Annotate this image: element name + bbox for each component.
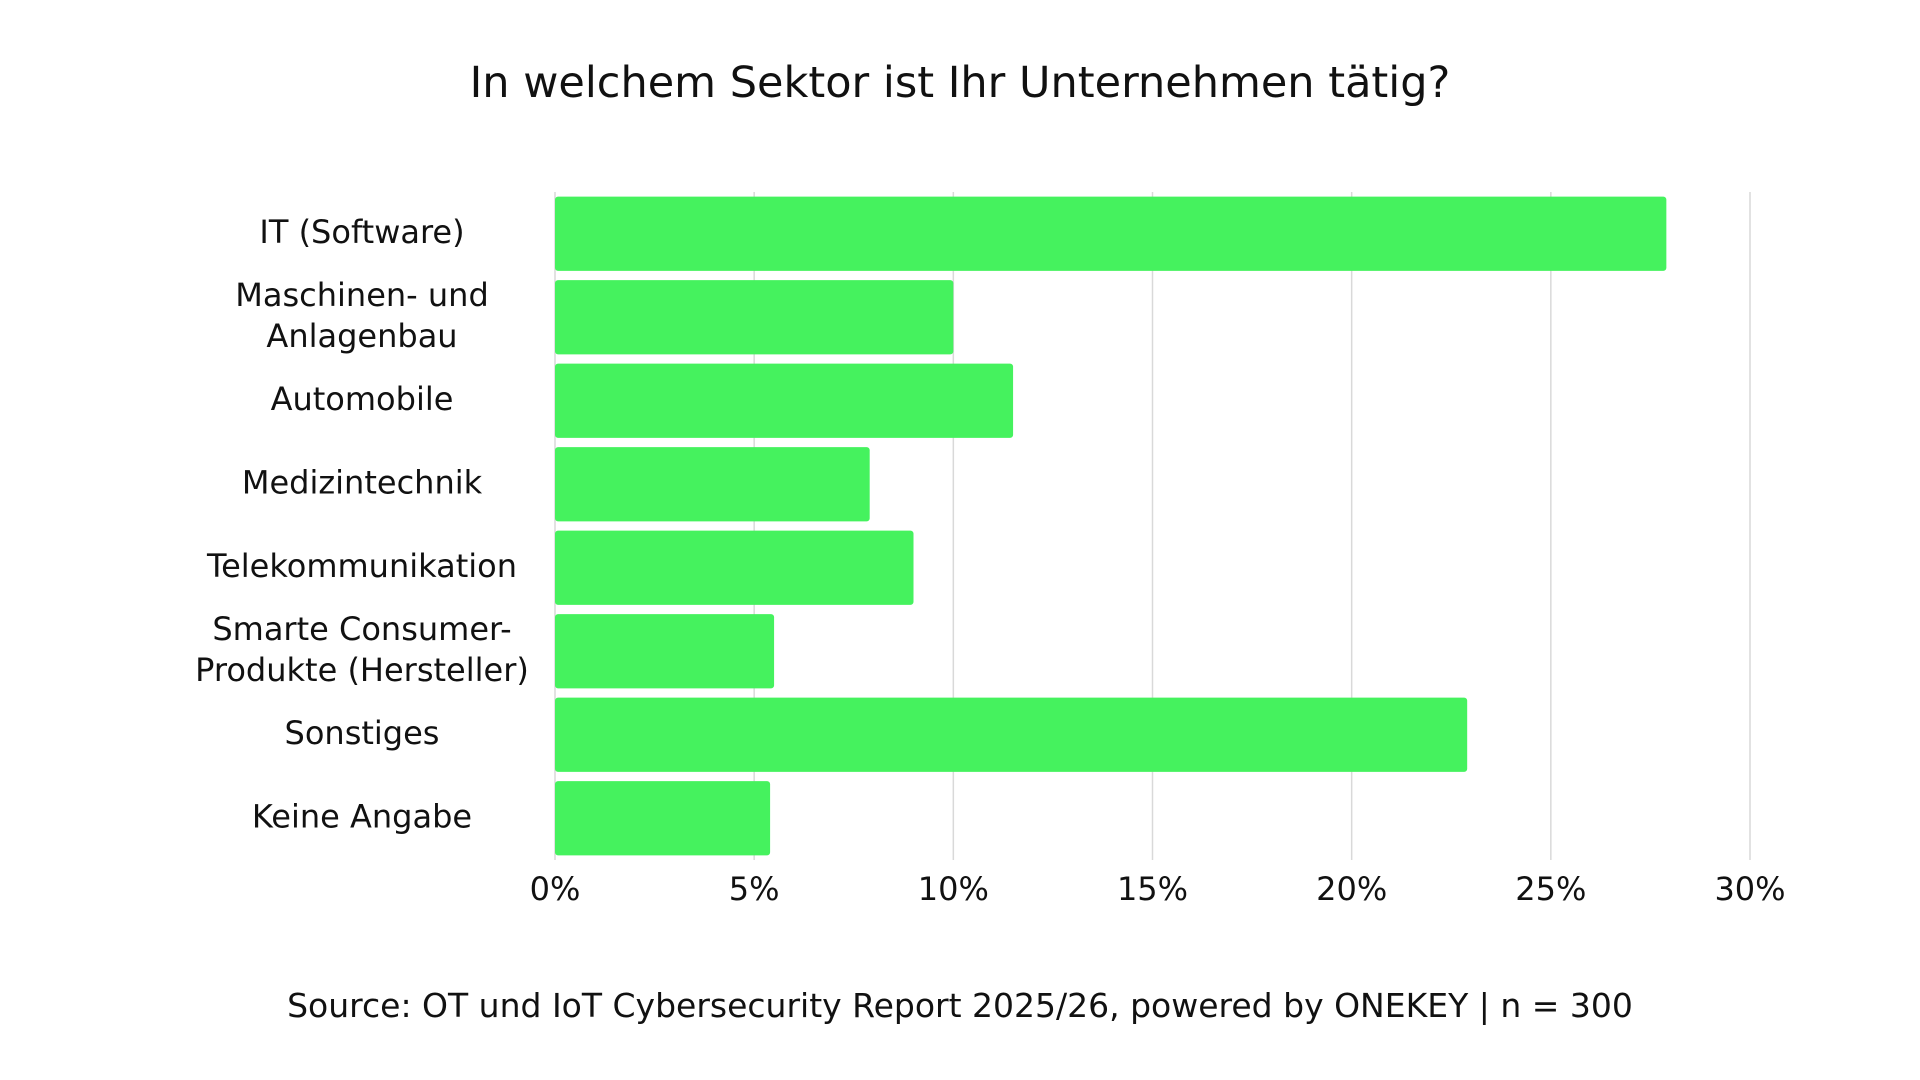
category-label-line: Smarte Consumer-: [212, 610, 511, 648]
x-tick-label-5: 25%: [1515, 870, 1586, 908]
x-tick-labels: 0% 5% 10% 15% 20% 25% 30%: [530, 870, 1786, 908]
category-label-2: Automobile: [271, 380, 454, 418]
x-tick-label-3: 15%: [1117, 870, 1188, 908]
category-label-line: Anlagenbau: [266, 317, 457, 355]
chart-title: In welchem Sektor ist Ihr Unternehmen tä…: [470, 58, 1451, 108]
bars: [555, 196, 1667, 856]
category-label-line: Sonstiges: [285, 714, 440, 752]
bar-3: [555, 447, 870, 522]
x-tick-label-0: 0%: [530, 870, 581, 908]
bar-4: [555, 530, 914, 605]
bar-6: [555, 697, 1468, 772]
bar-5: [555, 614, 775, 689]
category-label-4: Telekommunikation: [206, 547, 517, 585]
bar-7: [555, 781, 771, 856]
x-tick-label-2: 10%: [918, 870, 989, 908]
category-label-7: Keine Angabe: [252, 797, 472, 835]
category-label-line: Produkte (Hersteller): [195, 651, 529, 689]
chart-source: Source: OT und IoT Cybersecurity Report …: [287, 986, 1633, 1025]
category-label-3: Medizintechnik: [242, 463, 483, 501]
x-tick-label-4: 20%: [1316, 870, 1387, 908]
category-label-line: IT (Software): [259, 213, 464, 251]
category-label-line: Medizintechnik: [242, 463, 483, 501]
category-label-6: Sonstiges: [285, 714, 440, 752]
x-tick-label-6: 30%: [1714, 870, 1785, 908]
category-labels: IT (Software) Maschinen- und Anlagenbau Aut…: [195, 213, 529, 836]
x-tick-label-1: 5%: [729, 870, 780, 908]
bar-0: [555, 196, 1667, 271]
category-label-line: Keine Angabe: [252, 797, 472, 835]
category-label-1: Maschinen- und Anlagenbau: [235, 276, 489, 355]
bar-1: [555, 280, 954, 355]
bar-2: [555, 363, 1014, 438]
category-label-0: IT (Software): [259, 213, 464, 251]
category-label-line: Automobile: [271, 380, 454, 418]
category-label-line: Telekommunikation: [206, 547, 517, 585]
category-label-5: Smarte Consumer-Produkte (Hersteller): [195, 610, 529, 689]
category-label-line: Maschinen- und: [235, 276, 489, 314]
